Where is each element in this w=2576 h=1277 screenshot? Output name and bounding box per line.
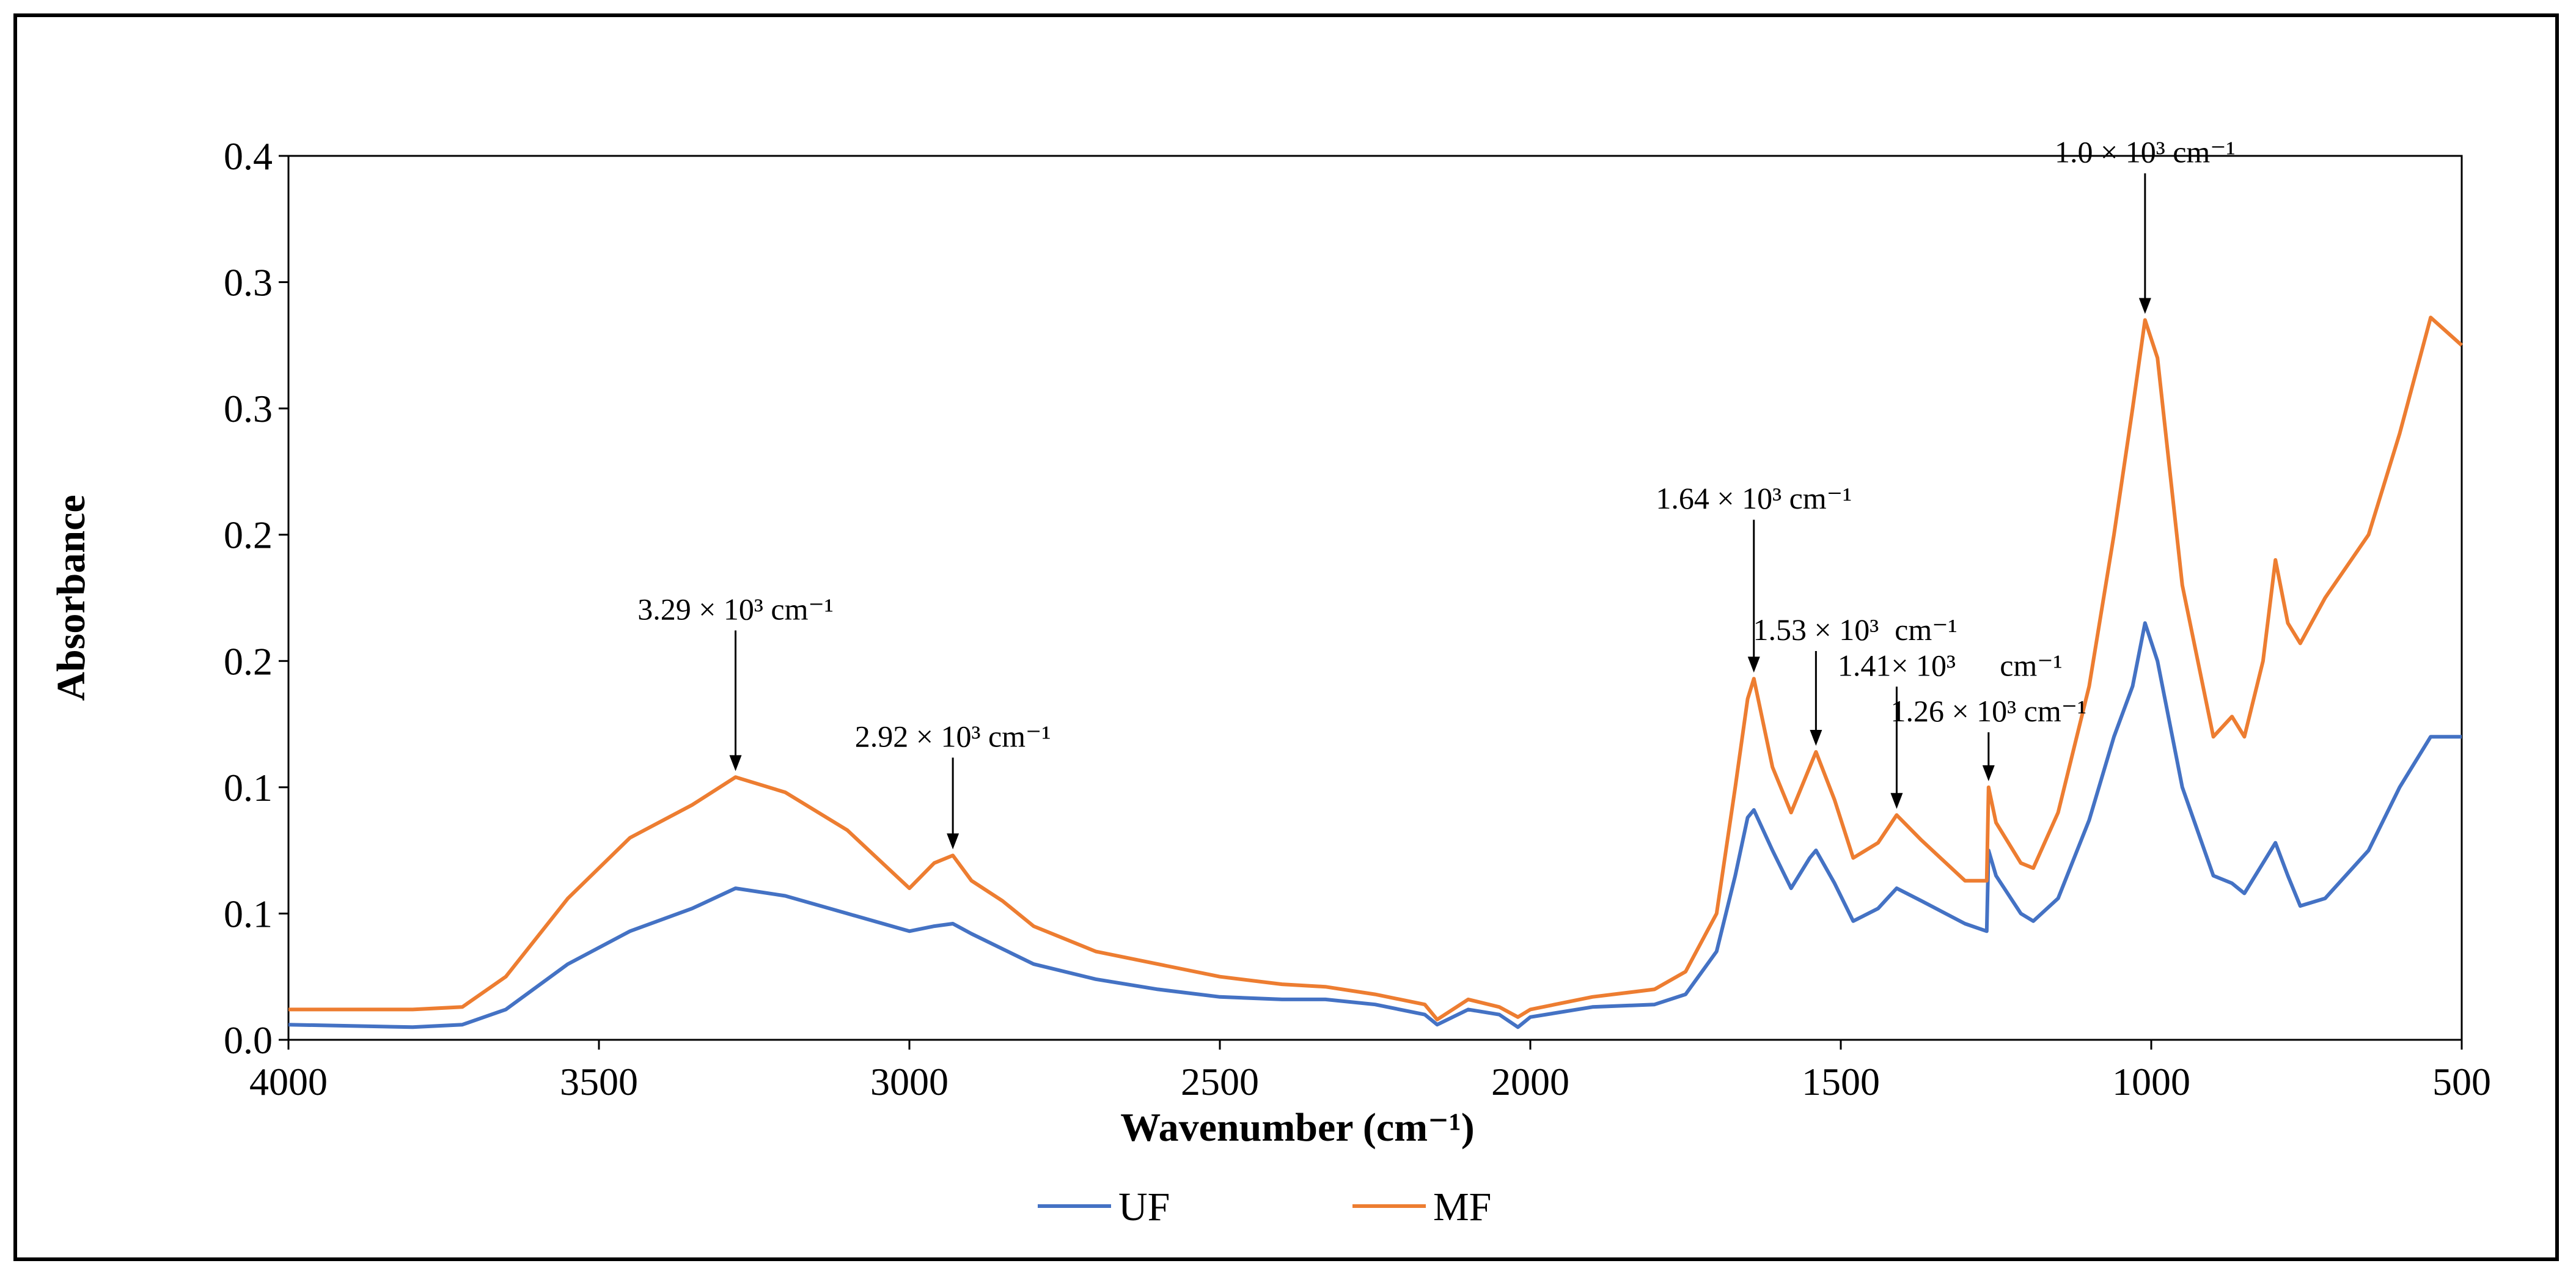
y-axis-title: Absorbance bbox=[49, 495, 94, 701]
peak-arrow-head bbox=[729, 755, 742, 771]
y-tick-label: 0.3 bbox=[224, 261, 273, 304]
y-tick-label: 0.2 bbox=[224, 639, 273, 683]
peak-arrow-head bbox=[947, 833, 960, 850]
y-axis-ticks: 0.0 0.1 0.1 0.2 0.2 0.3 0.3 0.4 bbox=[224, 134, 288, 1062]
y-tick-label: 0.1 bbox=[224, 766, 273, 809]
x-tick-label: 3000 bbox=[870, 1060, 949, 1103]
y-tick-label: 0.0 bbox=[224, 1018, 273, 1062]
x-tick-label: 1000 bbox=[2112, 1060, 2190, 1103]
x-tick-label: 2500 bbox=[1181, 1060, 1259, 1103]
series-layer bbox=[288, 315, 2464, 1029]
peak-label: 2.92 × 10³ cm⁻¹ bbox=[855, 719, 1051, 753]
peak-annotations: 3.29 × 10³ cm⁻¹ 2.92 × 10³ cm⁻¹ 1.64 × 10³… bbox=[637, 135, 2236, 850]
series-line-mf bbox=[288, 315, 2464, 1021]
x-tick-label: 4000 bbox=[249, 1060, 328, 1103]
x-tick-label: 2000 bbox=[1491, 1060, 1569, 1103]
peak-arrow-head bbox=[2138, 298, 2151, 314]
y-tick-label: 0.4 bbox=[224, 134, 273, 178]
y-tick-label: 0.1 bbox=[224, 892, 273, 935]
plot-area bbox=[287, 155, 2463, 1041]
y-tick-label: 0.3 bbox=[224, 387, 273, 430]
x-axis-title: Wavenumber (cm⁻¹) bbox=[1120, 1105, 1475, 1150]
peak-label: 3.29 × 10³ cm⁻¹ bbox=[637, 592, 834, 626]
legend-label-uf: UF bbox=[1118, 1185, 1170, 1229]
peak-arrow-head bbox=[1747, 657, 1760, 673]
x-tick-label: 1500 bbox=[1802, 1060, 1880, 1103]
legend: UF MF bbox=[1038, 1185, 1491, 1229]
peak-label: 1.26 × 10³ cm⁻¹ bbox=[1890, 694, 2086, 728]
peak-label: 1.64 × 10³ cm⁻¹ bbox=[1656, 481, 1852, 515]
peak-label-unit: cm⁻¹ bbox=[2000, 648, 2062, 682]
legend-label-mf: MF bbox=[1433, 1185, 1491, 1229]
x-axis-ticks: 4000 3500 3000 2500 2000 1500 1000 500 bbox=[249, 1040, 2491, 1103]
ftir-chart: 0.0 0.1 0.1 0.2 0.2 0.3 0.3 0.4 4000 3500 3000 250… bbox=[49, 134, 2491, 1229]
y-tick-label: 0.2 bbox=[224, 513, 273, 557]
peak-arrow-head bbox=[1810, 730, 1822, 746]
x-tick-label: 3500 bbox=[560, 1060, 638, 1103]
series-line-uf bbox=[288, 621, 2462, 1029]
peak-arrow-head bbox=[1890, 793, 1903, 809]
peak-label: 1.41× 10³ bbox=[1838, 648, 1956, 682]
x-tick-label: 500 bbox=[2432, 1060, 2491, 1103]
peak-label-unit: cm⁻¹ bbox=[1895, 613, 1957, 647]
peak-label: 1.53 × 10³ bbox=[1753, 613, 1879, 647]
peak-arrow-head bbox=[1982, 765, 1995, 781]
peak-label: 1.0 × 10³ cm⁻¹ bbox=[2055, 135, 2236, 169]
chart-frame: 0.0 0.1 0.1 0.2 0.2 0.3 0.3 0.4 4000 3500 3000 250… bbox=[13, 13, 2559, 1261]
